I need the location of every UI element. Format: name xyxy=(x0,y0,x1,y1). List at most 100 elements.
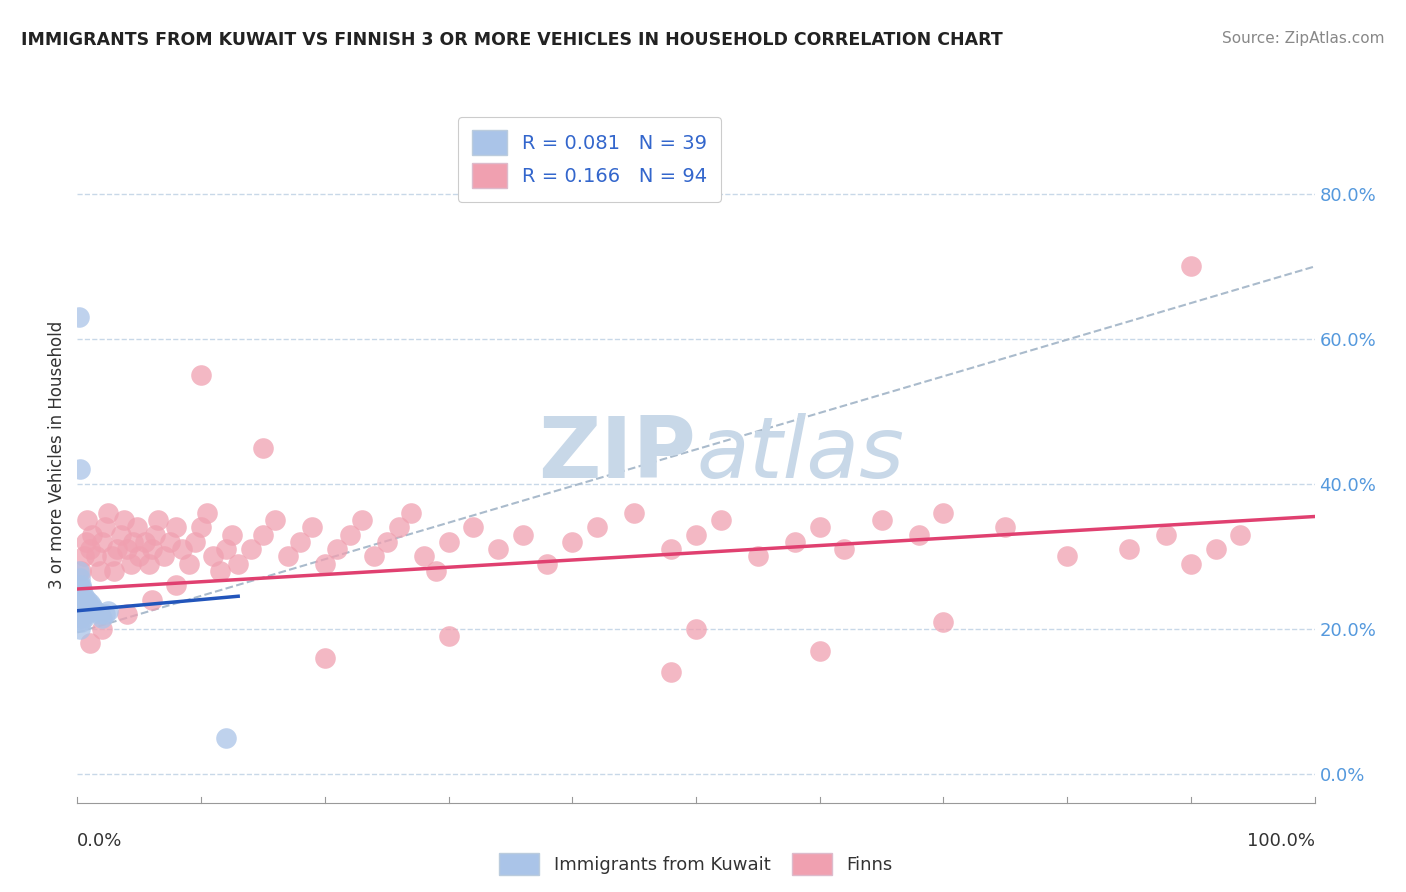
Point xyxy=(69,585,91,599)
Point xyxy=(79,597,101,611)
Point xyxy=(69,462,91,476)
Point xyxy=(77,600,100,615)
Point xyxy=(125,520,148,534)
Point xyxy=(834,542,856,557)
Point xyxy=(143,527,166,541)
Point xyxy=(994,520,1017,534)
Point xyxy=(159,535,181,549)
Point xyxy=(172,542,194,557)
Text: atlas: atlas xyxy=(696,413,904,497)
Point xyxy=(146,513,169,527)
Point xyxy=(70,604,93,618)
Point xyxy=(536,557,558,571)
Point xyxy=(208,564,231,578)
Point xyxy=(72,589,94,603)
Point xyxy=(153,549,176,564)
Point xyxy=(115,542,138,557)
Point xyxy=(326,542,349,557)
Text: 0.0%: 0.0% xyxy=(77,831,122,850)
Point xyxy=(512,527,534,541)
Point xyxy=(165,578,187,592)
Point xyxy=(82,527,104,541)
Point xyxy=(190,520,212,534)
Point xyxy=(425,564,447,578)
Point xyxy=(659,542,682,557)
Point xyxy=(70,564,93,578)
Point xyxy=(89,607,111,622)
Point xyxy=(67,607,90,622)
Point xyxy=(73,592,96,607)
Point xyxy=(165,520,187,534)
Point xyxy=(69,611,91,625)
Point xyxy=(73,604,96,618)
Point xyxy=(69,600,91,615)
Point xyxy=(79,542,101,557)
Point xyxy=(72,582,94,596)
Point xyxy=(932,506,955,520)
Point xyxy=(67,564,90,578)
Point xyxy=(350,513,373,527)
Legend: Immigrants from Kuwait, Finns: Immigrants from Kuwait, Finns xyxy=(491,844,901,884)
Point xyxy=(314,651,336,665)
Point xyxy=(388,520,411,534)
Point xyxy=(363,549,385,564)
Point xyxy=(215,731,238,745)
Point xyxy=(75,535,97,549)
Point xyxy=(747,549,769,564)
Point xyxy=(91,622,114,636)
Point xyxy=(141,542,163,557)
Point xyxy=(72,607,94,622)
Point xyxy=(82,599,104,613)
Point xyxy=(252,527,274,541)
Point xyxy=(80,601,103,615)
Point xyxy=(195,506,218,520)
Point xyxy=(72,600,94,615)
Point xyxy=(91,611,114,625)
Text: ZIP: ZIP xyxy=(538,413,696,497)
Point xyxy=(115,607,138,622)
Point xyxy=(314,557,336,571)
Point xyxy=(138,557,160,571)
Point xyxy=(103,564,125,578)
Point xyxy=(659,665,682,680)
Point xyxy=(91,535,114,549)
Point xyxy=(97,604,120,618)
Y-axis label: 3 or more Vehicles in Household: 3 or more Vehicles in Household xyxy=(48,321,66,589)
Point xyxy=(134,535,156,549)
Point xyxy=(76,513,98,527)
Point xyxy=(112,513,135,527)
Point xyxy=(685,622,707,636)
Point xyxy=(84,604,107,618)
Point xyxy=(177,557,200,571)
Point xyxy=(69,622,91,636)
Point xyxy=(252,441,274,455)
Point xyxy=(70,592,93,607)
Point xyxy=(202,549,225,564)
Point xyxy=(907,527,929,541)
Point xyxy=(105,542,128,557)
Point xyxy=(75,607,97,622)
Point xyxy=(122,535,145,549)
Point xyxy=(437,535,460,549)
Point xyxy=(67,310,90,325)
Point xyxy=(82,601,104,615)
Point xyxy=(190,368,212,383)
Point xyxy=(1180,260,1202,274)
Point xyxy=(128,549,150,564)
Point xyxy=(1205,542,1227,557)
Point xyxy=(808,643,831,657)
Point xyxy=(277,549,299,564)
Point xyxy=(101,549,124,564)
Point xyxy=(685,527,707,541)
Point xyxy=(215,542,238,557)
Point xyxy=(79,604,101,618)
Point xyxy=(710,513,733,527)
Point xyxy=(110,527,132,541)
Point xyxy=(623,506,645,520)
Point xyxy=(97,506,120,520)
Point xyxy=(76,592,98,607)
Point xyxy=(339,527,361,541)
Point xyxy=(84,549,107,564)
Point xyxy=(72,597,94,611)
Point xyxy=(561,535,583,549)
